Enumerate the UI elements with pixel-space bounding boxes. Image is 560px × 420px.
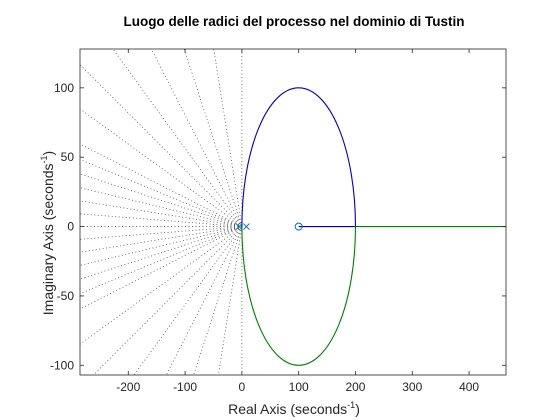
locus-arc-0 — [241, 87, 357, 227]
y-tick-label-2: 0 — [67, 220, 74, 234]
x-axis-label-exponent: -1 — [347, 400, 355, 410]
plot-area-border — [79, 48, 507, 376]
pole-zero-markers — [235, 222, 303, 231]
pole-marker-1 — [243, 223, 250, 230]
x-tick-label-6: 400 — [459, 380, 479, 394]
pole-stroke-b — [235, 223, 243, 230]
x-axis-label-close: ) — [355, 401, 360, 417]
chart-title: Luogo delle radici del processo nel domi… — [123, 14, 464, 29]
damping-ray-lower-4 — [92, 226, 243, 375]
y-axis-label-close: ) — [40, 151, 56, 156]
x-tick-label-4: 200 — [345, 380, 365, 394]
y-tick-label-4: 100 — [54, 81, 74, 95]
zero-marker-0 — [294, 222, 303, 231]
axis-ticks: -200 -100 0 100 200 300 400 -100 -50 0 50 100 — [50, 49, 506, 394]
y-axis-label: Imaginary Axis (seconds-1) — [39, 151, 56, 315]
damping-ray-upper-4 — [80, 64, 243, 227]
x-axis-label-text: Real Axis (seconds — [228, 401, 347, 417]
x-tick-label-3: 100 — [289, 380, 309, 394]
y-tick-label-1: -50 — [57, 289, 75, 303]
y-axis-label-text: Imaginary Axis (seconds — [40, 163, 56, 315]
damping-ray-upper-5 — [112, 49, 243, 227]
pole-marker-0 — [235, 223, 243, 230]
pole-stroke-b — [243, 223, 250, 230]
x-axis-label: Real Axis (seconds-1) — [228, 400, 360, 417]
y-axis-label-exponent: -1 — [39, 155, 49, 163]
x-tick-label-2: 0 — [239, 380, 246, 394]
x-tick-label-0: -200 — [116, 380, 140, 394]
locus-branches — [241, 87, 506, 366]
y-tick-label-0: -100 — [50, 358, 74, 372]
x-tick-label-5: 300 — [402, 380, 422, 394]
x-tick-label-1: -100 — [173, 380, 197, 394]
locus-arc-1 — [241, 226, 357, 366]
y-tick-label-3: 50 — [61, 150, 75, 164]
